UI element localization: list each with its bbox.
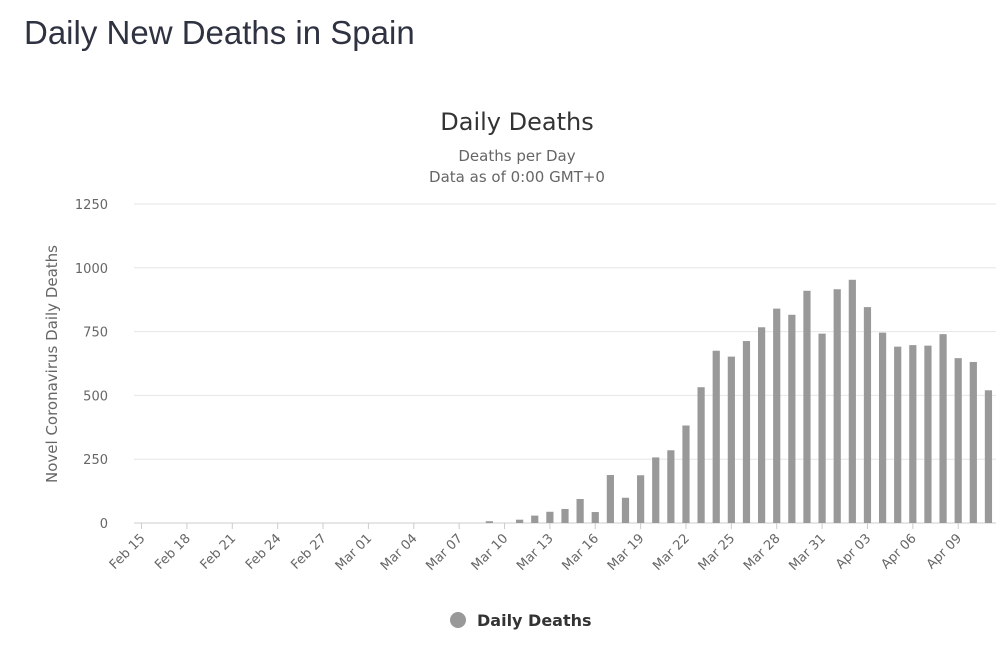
x-tick-label: Mar 13 — [514, 531, 557, 574]
x-tick-label: Apr 03 — [833, 531, 874, 572]
y-tick-label: 250 — [83, 453, 108, 468]
x-tick-label: Feb 15 — [107, 531, 149, 573]
bar[interactable] — [697, 387, 705, 523]
bar[interactable] — [863, 307, 872, 523]
chart-title: Daily Deaths — [440, 108, 593, 136]
bar[interactable] — [652, 457, 660, 523]
legend[interactable]: Daily Deaths — [450, 611, 592, 630]
x-tick-label: Feb 24 — [243, 531, 285, 573]
bar[interactable] — [546, 511, 554, 523]
bar[interactable] — [924, 345, 932, 523]
bar[interactable] — [621, 497, 630, 523]
y-tick-label: 500 — [83, 389, 108, 404]
bar[interactable] — [939, 334, 947, 523]
page-heading: Daily New Deaths in Spain — [24, 14, 415, 51]
x-tick-label: Mar 31 — [786, 531, 829, 574]
bar[interactable] — [606, 475, 614, 523]
y-tick-label: 1250 — [75, 198, 108, 213]
bar[interactable] — [894, 346, 902, 523]
y-tick-label: 750 — [83, 326, 108, 341]
bar[interactable] — [561, 508, 569, 523]
bar[interactable] — [818, 333, 826, 523]
bar[interactable] — [984, 390, 993, 523]
bar[interactable] — [757, 327, 766, 523]
bar[interactable] — [878, 332, 887, 523]
y-tick-label: 1000 — [75, 262, 108, 277]
bar[interactable] — [727, 356, 735, 523]
x-axis-tick-labels: Feb 15 Feb 18 Feb 21 Feb 24 Feb 27 Mar 01 Mar … — [107, 523, 965, 574]
y-axis-label: Novel Coronavirus Daily Deaths — [43, 245, 61, 483]
y-axis-tick-labels: 0 250 500 750 1000 1250 — [75, 198, 108, 532]
x-tick-label: Mar 01 — [333, 531, 376, 574]
bar[interactable] — [576, 499, 584, 523]
bar[interactable] — [712, 350, 720, 523]
x-tick-label: Feb 27 — [288, 531, 330, 573]
bar[interactable] — [848, 279, 856, 523]
bar[interactable] — [773, 308, 781, 523]
bar[interactable] — [485, 521, 493, 523]
x-tick-label: Mar 10 — [469, 531, 512, 574]
bar[interactable] — [833, 289, 841, 523]
bar[interactable] — [909, 345, 917, 523]
bar[interactable] — [803, 290, 811, 523]
x-tick-label: Mar 22 — [650, 531, 693, 574]
y-tick-label: 0 — [100, 517, 108, 532]
bar[interactable] — [682, 425, 690, 523]
bar[interactable] — [591, 512, 599, 523]
x-tick-label: Mar 04 — [378, 531, 421, 574]
x-tick-label: Mar 07 — [423, 531, 466, 574]
x-tick-label: Mar 16 — [560, 531, 603, 574]
bar[interactable] — [742, 341, 751, 523]
bar[interactable] — [969, 361, 977, 523]
x-tick-label: Mar 19 — [605, 531, 648, 574]
x-tick-label: Feb 18 — [152, 531, 194, 573]
bar[interactable] — [531, 515, 539, 523]
x-tick-label: Feb 21 — [198, 531, 240, 573]
legend-marker — [450, 612, 466, 628]
bar[interactable] — [516, 519, 524, 523]
x-tick-label: Mar 28 — [741, 531, 784, 574]
chart-subtitle-line-1: Deaths per Day — [458, 147, 575, 165]
x-tick-label: Mar 25 — [696, 531, 739, 574]
chart-subtitle-line-2: Data as of 0:00 GMT+0 — [429, 168, 605, 186]
bar[interactable] — [667, 450, 675, 523]
legend-label: Daily Deaths — [477, 611, 592, 630]
bar[interactable] — [954, 358, 962, 523]
bar[interactable] — [637, 475, 645, 523]
bar[interactable] — [788, 314, 796, 523]
x-tick-label: Apr 06 — [879, 531, 920, 572]
bar-series-daily-deaths — [485, 279, 993, 523]
x-tick-label: Apr 09 — [924, 531, 965, 572]
